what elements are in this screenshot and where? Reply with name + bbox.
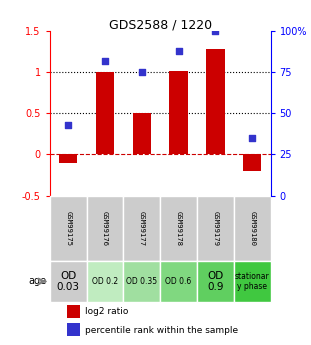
Text: log2 ratio: log2 ratio — [85, 307, 128, 316]
Bar — [132, 113, 151, 155]
Bar — [197, 262, 234, 302]
Bar — [123, 262, 160, 302]
Bar — [160, 196, 197, 262]
Point — [250, 135, 255, 141]
Text: OD 0.2: OD 0.2 — [92, 277, 118, 286]
Bar — [67, 305, 80, 318]
Text: stationar
y phase: stationar y phase — [235, 272, 270, 291]
Text: GSM99177: GSM99177 — [139, 211, 145, 246]
Point — [176, 48, 181, 53]
Text: OD 0.35: OD 0.35 — [126, 277, 157, 286]
Bar — [243, 155, 261, 171]
Bar — [50, 196, 86, 262]
Bar — [234, 196, 271, 262]
Bar — [59, 155, 77, 162]
Text: GSM99178: GSM99178 — [176, 211, 182, 246]
Text: OD
0.9: OD 0.9 — [207, 270, 224, 292]
Bar — [206, 49, 225, 155]
Bar — [197, 196, 234, 262]
Text: OD
0.03: OD 0.03 — [57, 270, 80, 292]
Bar — [86, 262, 123, 302]
Bar — [86, 196, 123, 262]
Bar — [67, 324, 80, 336]
Point — [102, 58, 108, 63]
Text: percentile rank within the sample: percentile rank within the sample — [85, 326, 238, 335]
Text: OD 0.6: OD 0.6 — [165, 277, 192, 286]
Text: GSM99175: GSM99175 — [65, 211, 71, 246]
Title: GDS2588 / 1220: GDS2588 / 1220 — [109, 18, 212, 31]
Point — [139, 69, 144, 75]
Bar — [160, 262, 197, 302]
Text: GSM99180: GSM99180 — [249, 211, 255, 246]
Bar — [96, 72, 114, 155]
Text: GSM99179: GSM99179 — [212, 211, 218, 246]
Text: age: age — [28, 276, 46, 286]
Point — [213, 28, 218, 34]
Bar — [234, 262, 271, 302]
Bar — [123, 196, 160, 262]
Bar — [50, 262, 86, 302]
Point — [66, 122, 71, 128]
Bar — [169, 70, 188, 155]
Text: GSM99176: GSM99176 — [102, 211, 108, 246]
